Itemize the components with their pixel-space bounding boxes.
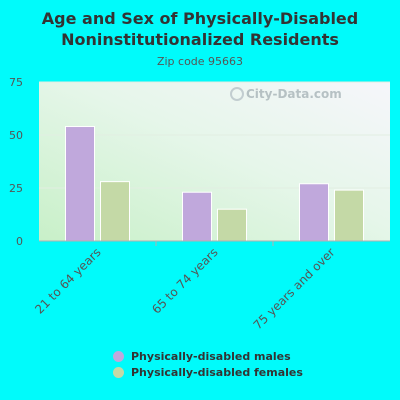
chart-title: Age and Sex of Physically-Disabled Nonins…: [41, 9, 359, 49]
y-axis: 0 25 50 75: [9, 76, 23, 248]
watermark: City-Data.com: [230, 87, 342, 101]
bars: [65, 126, 364, 242]
plot-area: [39, 82, 390, 241]
x-axis: 21 to 64 years 65 to 74 years 75 years and…: [32, 240, 390, 332]
y-tick-label: 0: [16, 235, 23, 248]
watermark-icon: [230, 87, 244, 101]
x-tick-label: 21 to 64 years: [32, 245, 103, 316]
legend-swatch-males: [113, 350, 124, 362]
y-tick-label: 50: [9, 129, 23, 142]
watermark-text: City-Data.com: [246, 87, 342, 101]
bar-females-0: [100, 181, 130, 242]
bar-males-2: [299, 183, 329, 242]
gridlines: [39, 81, 390, 189]
bar-females-2: [334, 189, 364, 242]
x-tick-label: 65 to 74 years: [149, 245, 220, 316]
bar-females-1: [217, 208, 247, 242]
bar-males-0: [65, 126, 95, 242]
y-tick-label: 75: [9, 76, 23, 89]
legend-label-females: Physically-disabled females: [131, 365, 303, 379]
chart-subtitle: Zip code 95663: [156, 55, 244, 68]
legend-item-females: Physically-disabled females: [113, 364, 303, 380]
legend-item-males: Physically-disabled males: [113, 348, 303, 364]
y-tick-label: 25: [9, 182, 23, 195]
bar-males-1: [182, 191, 212, 242]
legend-label-males: Physically-disabled males: [131, 349, 291, 363]
legend: Physically-disabled males Physically-dis…: [113, 348, 303, 380]
legend-swatch-females: [113, 366, 124, 378]
x-tick-label: 75 years and over: [251, 245, 338, 332]
